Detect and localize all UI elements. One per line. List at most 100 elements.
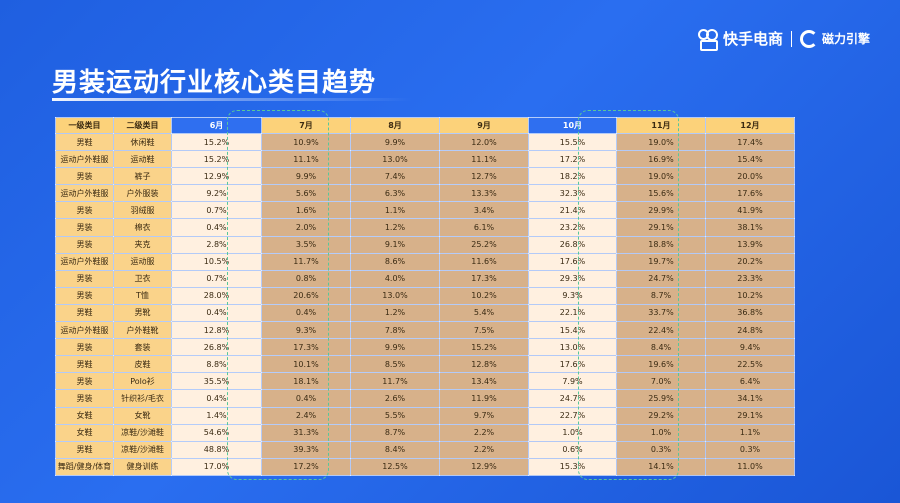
- share-value-cell: 0.4%: [171, 218, 262, 237]
- share-value-cell: 1.0%: [616, 423, 706, 442]
- share-value-cell: 4.0%: [350, 269, 440, 288]
- share-value-cell: 12.8%: [439, 355, 529, 374]
- table-row: 男装 针织衫/毛衣 0.4% 0.4% 2.6% 11.9% 24.7% 25.9% 34.1%: [55, 389, 795, 408]
- share-value-cell: 24.7%: [616, 269, 706, 288]
- share-value-cell: 2.6%: [350, 389, 440, 408]
- share-value-cell: 7.4%: [350, 167, 440, 186]
- table-row: 女鞋 女靴 1.4% 2.4% 5.5% 9.7% 22.7% 29.2% 29.1%: [55, 406, 795, 425]
- share-value-cell: 23.2%: [528, 218, 617, 237]
- share-value-cell: 12.0%: [439, 132, 529, 152]
- share-value-cell: 12.9%: [439, 457, 529, 476]
- table-row: 男鞋 男靴 0.4% 0.4% 1.2% 5.4% 22.1% 33.7% 36.8%: [55, 303, 795, 323]
- level2-category-cell: 卫衣: [113, 269, 172, 288]
- share-value-cell: 32.3%: [528, 184, 617, 203]
- share-value-cell: 1.0%: [528, 423, 617, 442]
- level2-category-cell: 裤子: [113, 167, 172, 186]
- share-value-cell: 29.9%: [616, 201, 706, 220]
- share-value-cell: 12.8%: [171, 321, 262, 340]
- share-value-cell: 6.3%: [350, 184, 440, 203]
- share-value-cell: 10.1%: [261, 355, 351, 374]
- share-value-cell: 22.4%: [616, 321, 706, 340]
- share-value-cell: 9.3%: [528, 286, 617, 305]
- share-value-cell: 38.1%: [705, 218, 795, 237]
- share-value-cell: 2.2%: [439, 440, 529, 459]
- share-value-cell: 18.2%: [528, 167, 617, 186]
- level1-category-cell: 男装: [55, 372, 114, 391]
- share-value-cell: 29.1%: [616, 218, 706, 237]
- share-value-cell: 8.6%: [350, 252, 440, 271]
- share-value-cell: 19.7%: [616, 252, 706, 271]
- share-value-cell: 17.3%: [261, 338, 351, 357]
- share-value-cell: 35.5%: [171, 372, 262, 391]
- share-value-cell: 9.9%: [350, 338, 440, 357]
- share-value-cell: 23.3%: [705, 269, 795, 288]
- table-row: 男鞋 凉鞋/沙滩鞋 48.8% 39.3% 8.4% 2.2% 0.6% 0.3% 0.3%: [55, 440, 795, 459]
- share-value-cell: 25.2%: [439, 235, 529, 254]
- share-value-cell: 13.0%: [350, 150, 440, 169]
- level1-category-cell: 男鞋: [55, 440, 114, 459]
- level1-category-cell: 运动户外鞋服: [55, 252, 114, 271]
- brand-divider: [790, 30, 792, 47]
- level2-category-cell: 羽绒服: [113, 201, 172, 220]
- share-value-cell: 0.3%: [705, 440, 795, 459]
- share-value-cell: 2.4%: [261, 406, 351, 425]
- share-value-cell: 8.4%: [350, 440, 440, 459]
- header-month: 9月: [439, 117, 529, 134]
- level2-category-cell: 夹克: [113, 235, 172, 254]
- level2-category-cell: 女靴: [113, 406, 172, 425]
- trend-table: 一级类目 二级类目 6月 7月 8月 9月 10月 11月 12月 男鞋 休闲鞋 15.2% 10.9…: [55, 117, 795, 476]
- table-row: 男装 T恤 28.0% 20.6% 13.0% 10.2% 9.3% 8.7% 10.2%: [55, 286, 795, 305]
- table-header-row: 一级类目 二级类目 6月 7月 8月 9月 10月 11月 12月: [55, 117, 795, 134]
- share-value-cell: 8.7%: [616, 286, 706, 305]
- header-month: 10月: [528, 117, 617, 134]
- level1-category-cell: 男装: [55, 269, 114, 288]
- share-value-cell: 36.8%: [705, 303, 795, 323]
- level1-category-cell: 男装: [55, 218, 114, 237]
- share-value-cell: 34.1%: [705, 389, 795, 408]
- level1-category-cell: 女鞋: [55, 406, 114, 425]
- share-value-cell: 15.6%: [616, 184, 706, 203]
- share-value-cell: 13.0%: [528, 338, 617, 357]
- share-value-cell: 12.9%: [171, 167, 262, 186]
- share-value-cell: 0.6%: [528, 440, 617, 459]
- level1-category-cell: 男装: [55, 235, 114, 254]
- share-value-cell: 19.6%: [616, 355, 706, 374]
- share-value-cell: 10.9%: [261, 132, 351, 152]
- level2-category-cell: 套装: [113, 338, 172, 357]
- share-value-cell: 33.7%: [616, 303, 706, 323]
- level1-category-cell: 运动户外鞋服: [55, 321, 114, 340]
- table-row: 运动户外鞋服 运动服 10.5% 11.7% 8.6% 11.6% 17.6% 19.7% 20…: [55, 252, 795, 271]
- share-value-cell: 15.5%: [528, 132, 617, 152]
- share-value-cell: 9.3%: [261, 321, 351, 340]
- table-row: 运动户外鞋服 户外鞋靴 12.8% 9.3% 7.8% 7.5% 15.4% 22.4% 24.…: [55, 321, 795, 340]
- table-row: 运动户外鞋服 运动鞋 15.2% 11.1% 13.0% 11.1% 17.2% 16.9% 1…: [55, 150, 795, 169]
- share-value-cell: 24.7%: [528, 389, 617, 408]
- level2-category-cell: T恤: [113, 286, 172, 305]
- share-value-cell: 17.6%: [528, 355, 617, 374]
- table-row: 男装 羽绒服 0.7% 1.6% 1.1% 3.4% 21.4% 29.9% 41.9%: [55, 201, 795, 220]
- share-value-cell: 21.4%: [528, 201, 617, 220]
- share-value-cell: 41.9%: [705, 201, 795, 220]
- share-value-cell: 12.7%: [439, 167, 529, 186]
- table-row: 男装 套装 26.8% 17.3% 9.9% 15.2% 13.0% 8.4% 9.4%: [55, 338, 795, 357]
- share-value-cell: 3.4%: [439, 201, 529, 220]
- level1-category-cell: 男鞋: [55, 303, 114, 323]
- level2-category-cell: 棉衣: [113, 218, 172, 237]
- share-value-cell: 15.2%: [171, 150, 262, 169]
- share-value-cell: 17.6%: [528, 252, 617, 271]
- share-value-cell: 0.4%: [171, 389, 262, 408]
- share-value-cell: 5.4%: [439, 303, 529, 323]
- share-value-cell: 2.2%: [439, 423, 529, 442]
- level2-category-cell: 男靴: [113, 303, 172, 323]
- share-value-cell: 10.2%: [705, 286, 795, 305]
- share-value-cell: 1.6%: [261, 201, 351, 220]
- level2-category-cell: 运动鞋: [113, 150, 172, 169]
- share-value-cell: 11.7%: [261, 252, 351, 271]
- share-value-cell: 17.4%: [705, 132, 795, 152]
- share-value-cell: 28.0%: [171, 286, 262, 305]
- share-value-cell: 20.0%: [705, 167, 795, 186]
- share-value-cell: 6.4%: [705, 372, 795, 391]
- share-value-cell: 9.2%: [171, 184, 262, 203]
- share-value-cell: 8.7%: [350, 423, 440, 442]
- level1-category-cell: 运动户外鞋服: [55, 150, 114, 169]
